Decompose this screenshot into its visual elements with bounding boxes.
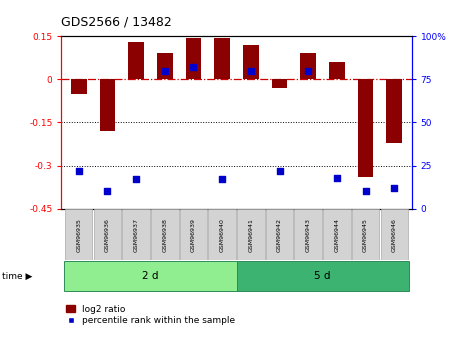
- Text: GSM96943: GSM96943: [306, 218, 311, 252]
- Point: [75, 168, 82, 174]
- Bar: [128, 42, 144, 79]
- FancyBboxPatch shape: [151, 209, 178, 260]
- Bar: [329, 62, 345, 79]
- Bar: [185, 38, 201, 79]
- Text: GSM96944: GSM96944: [334, 218, 340, 252]
- Point: [362, 189, 369, 194]
- Bar: [358, 79, 374, 177]
- FancyBboxPatch shape: [123, 209, 150, 260]
- Point: [333, 175, 341, 180]
- FancyBboxPatch shape: [352, 209, 379, 260]
- FancyBboxPatch shape: [94, 209, 121, 260]
- Legend: log2 ratio, percentile rank within the sample: log2 ratio, percentile rank within the s…: [66, 305, 236, 325]
- FancyBboxPatch shape: [236, 261, 409, 291]
- Bar: [71, 79, 87, 94]
- Text: GSM96941: GSM96941: [248, 218, 254, 252]
- FancyBboxPatch shape: [65, 209, 93, 260]
- Bar: [386, 79, 402, 142]
- Text: GSM96935: GSM96935: [76, 218, 81, 252]
- Text: GSM96945: GSM96945: [363, 218, 368, 252]
- Point: [219, 177, 226, 182]
- Text: GSM96942: GSM96942: [277, 218, 282, 252]
- Bar: [157, 53, 173, 79]
- Point: [190, 65, 197, 70]
- Text: 5 d: 5 d: [315, 271, 331, 281]
- FancyBboxPatch shape: [323, 209, 350, 260]
- FancyBboxPatch shape: [209, 209, 236, 260]
- FancyBboxPatch shape: [380, 209, 408, 260]
- FancyBboxPatch shape: [266, 209, 293, 260]
- Text: GSM96946: GSM96946: [392, 218, 397, 252]
- Text: GSM96939: GSM96939: [191, 218, 196, 252]
- Bar: [243, 45, 259, 79]
- Text: 2 d: 2 d: [142, 271, 158, 281]
- Point: [104, 189, 111, 194]
- FancyBboxPatch shape: [180, 209, 207, 260]
- Text: GSM96937: GSM96937: [133, 218, 139, 252]
- FancyBboxPatch shape: [237, 209, 264, 260]
- Bar: [300, 53, 316, 79]
- Bar: [99, 79, 115, 131]
- Text: GSM96936: GSM96936: [105, 218, 110, 252]
- FancyBboxPatch shape: [64, 261, 236, 291]
- Text: GSM96938: GSM96938: [162, 218, 167, 252]
- Point: [276, 168, 283, 174]
- Text: time ▶: time ▶: [2, 272, 33, 280]
- Point: [391, 185, 398, 191]
- Point: [305, 68, 312, 73]
- Bar: [214, 38, 230, 79]
- FancyBboxPatch shape: [295, 209, 322, 260]
- Point: [247, 68, 254, 73]
- Point: [132, 177, 140, 182]
- Text: GDS2566 / 13482: GDS2566 / 13482: [61, 16, 172, 29]
- Point: [161, 68, 168, 73]
- Text: GSM96940: GSM96940: [219, 218, 225, 252]
- Bar: [272, 79, 288, 88]
